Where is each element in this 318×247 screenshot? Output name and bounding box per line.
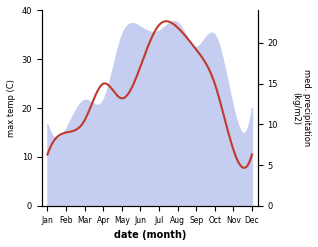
X-axis label: date (month): date (month) [114, 230, 186, 240]
Y-axis label: med. precipitation
(kg/m2): med. precipitation (kg/m2) [292, 69, 311, 147]
Y-axis label: max temp (C): max temp (C) [7, 79, 16, 137]
